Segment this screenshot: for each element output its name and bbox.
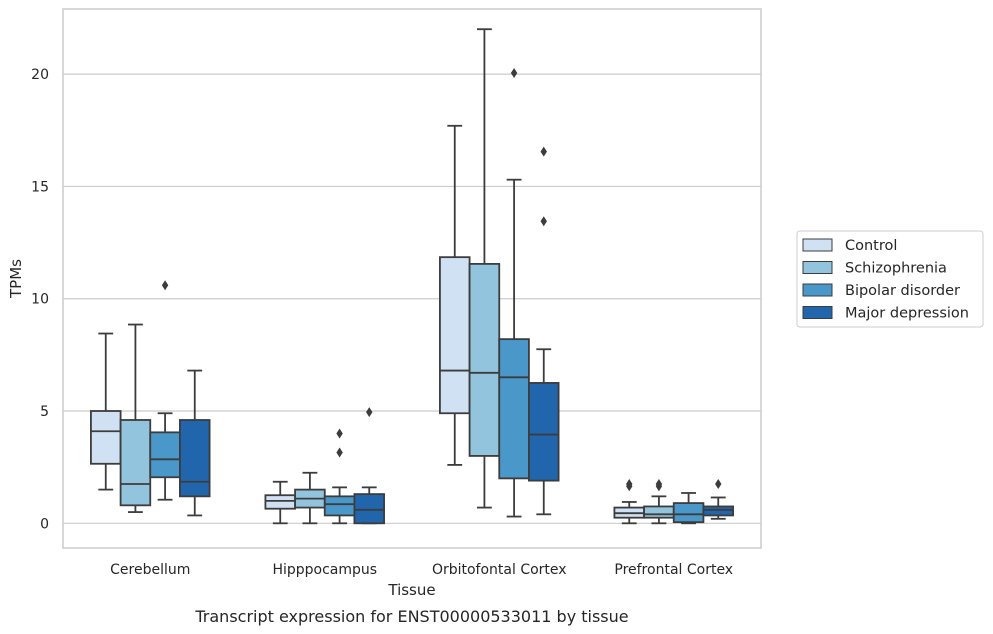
legend-frame: [796, 230, 984, 328]
y-axis-label: TPMs: [7, 259, 25, 299]
x-tick-label-orbitofontal-cortex: Orbitofontal Cortex: [432, 562, 567, 578]
legend-item-schizophrenia: Schizophrenia: [802, 261, 947, 277]
y-tick-label-0: 0: [40, 516, 49, 532]
box-body: [672, 502, 705, 524]
box-bipolar-disorder-0: [149, 280, 181, 501]
legend-label-control: Control: [845, 238, 897, 254]
plot-area-frame: [62, 8, 762, 549]
box-body: [702, 505, 734, 517]
legend-swatch-major-depression: [802, 306, 833, 319]
grid-lines: [63, 73, 761, 524]
legend-label-schizophrenia: Schizophrenia: [845, 261, 947, 277]
outlier-point-0: [336, 447, 343, 458]
outlier-point-0: [161, 280, 169, 291]
legend-label-bipolar-disorder: Bipolar disorder: [845, 283, 960, 299]
legend-item-bipolar-disorder: Bipolar disorder: [802, 283, 960, 299]
outlier-point-1: [540, 146, 547, 157]
legend-swatch-bipolar-disorder: [802, 283, 833, 297]
legend-label-major-depression: Major depression: [845, 306, 969, 322]
box-body: [498, 338, 530, 480]
box-body: [90, 410, 122, 465]
box-body: [353, 493, 385, 525]
box-major-depression-0: [179, 369, 211, 517]
box-schizophrenia-2: [468, 28, 501, 509]
outlier-point-1: [655, 478, 663, 489]
y-tick-label-5: 5: [40, 404, 49, 420]
legend-swatch-control: [802, 238, 833, 252]
y-tick-label-20: 20: [31, 67, 49, 83]
box-body: [643, 505, 675, 519]
box-body: [179, 419, 211, 498]
outlier-point-1: [626, 478, 633, 489]
legend-item-major-depression: Major depression: [802, 306, 969, 322]
y-tick-labels: 0 5 10 15 20: [31, 67, 49, 532]
outlier-point-0: [540, 216, 547, 227]
y-tick-label-10: 10: [31, 292, 49, 308]
legend-items: Control Schizophrenia Bipolar disorder Majo…: [802, 238, 969, 322]
box-control-3: [613, 478, 645, 525]
box-major-depression-2: [528, 146, 560, 516]
box-body: [528, 382, 560, 482]
x-axis-label: Tissue: [387, 581, 435, 599]
box-major-depression-3: [702, 478, 734, 520]
box-body: [323, 495, 356, 517]
box-schizophrenia-0: [119, 323, 152, 513]
box-bipolar-disorder-2: [498, 68, 530, 518]
box-schizophrenia-3: [643, 478, 675, 525]
box-body: [149, 431, 181, 479]
box-body: [119, 419, 152, 507]
box-body: [468, 263, 501, 457]
x-tick-label-cerebellum: Cerebellum: [110, 562, 190, 578]
x-tick-labels: Cerebellum Hipppocampus Orbitofontal Corte…: [110, 562, 733, 578]
chart-caption: Transcript expression for ENST0000053301…: [194, 607, 628, 626]
outlier-point-1: [336, 428, 343, 439]
x-tick-label-prefrontal-cortex: Prefrontal Cortex: [614, 562, 733, 578]
x-tick-label-hipppocampus: Hipppocampus: [272, 562, 377, 578]
legend-swatch-schizophrenia: [802, 261, 833, 274]
box-major-depression-1: [353, 407, 385, 525]
box-bipolar-disorder-3: [672, 492, 705, 525]
box-schizophrenia-1: [294, 471, 326, 525]
box-control-1: [264, 480, 296, 525]
box-body: [264, 494, 296, 510]
box-control-0: [90, 332, 122, 491]
legend: Control Schizophrenia Bipolar disorder Majo…: [796, 230, 984, 328]
outlier-point-0: [715, 478, 722, 489]
y-tick-label-15: 15: [31, 179, 49, 195]
outlier-point-0: [366, 407, 373, 418]
outlier-point-0: [510, 68, 518, 79]
box-groups: [90, 28, 734, 525]
box-body: [439, 256, 471, 415]
legend-item-control: Control: [802, 238, 897, 254]
box-bipolar-disorder-1: [323, 428, 356, 525]
box-control-2: [439, 124, 471, 466]
